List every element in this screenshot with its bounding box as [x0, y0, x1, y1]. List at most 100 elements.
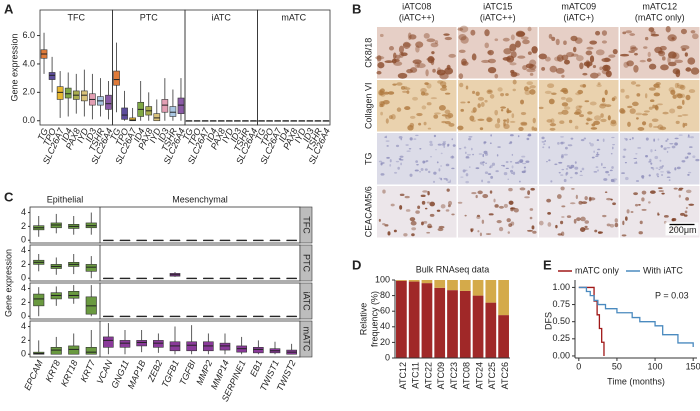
tissue-texture: [529, 208, 534, 211]
column-label: mATC09: [561, 1, 596, 11]
tissue-texture: [574, 171, 578, 175]
y-axis-label: frequency (%): [369, 291, 379, 347]
tissue-texture: [561, 154, 564, 158]
x-tick-label: ATC08: [462, 362, 472, 389]
tissue-texture: [523, 169, 527, 173]
tissue-texture: [620, 88, 625, 93]
tissue-texture: [517, 135, 520, 138]
tissue-texture: [413, 138, 417, 140]
tissue-texture: [510, 221, 515, 226]
box: [136, 340, 147, 347]
tissue-texture: [541, 67, 546, 71]
tissue-texture: [430, 156, 432, 158]
tissue-texture: [433, 114, 439, 119]
survival-curve: [578, 286, 605, 356]
x-tick-label: KRT8: [43, 359, 62, 384]
tissue-texture: [392, 83, 397, 86]
facet-frame: [29, 282, 301, 320]
tissue-texture: [477, 103, 481, 108]
tissue-texture: [668, 87, 675, 93]
tissue-texture: [622, 220, 625, 226]
tissue-texture: [653, 83, 660, 88]
tissue-texture: [548, 98, 555, 105]
tissue-texture: [529, 72, 534, 76]
tissue-texture: [431, 51, 435, 55]
tissue-texture: [663, 147, 667, 151]
tissue-texture: [595, 166, 599, 168]
tissue-texture: [561, 87, 568, 93]
tissue-texture: [541, 141, 545, 143]
y-tick-label: 2: [21, 221, 26, 231]
tissue-texture: [398, 45, 405, 54]
x-tick-label: TG: [36, 127, 50, 143]
tissue-texture: [560, 96, 566, 100]
tissue-texture: [467, 101, 471, 104]
tissue-texture: [624, 161, 627, 164]
tissue-texture: [683, 214, 688, 217]
tissue-texture: [547, 83, 555, 89]
tissue-texture: [549, 65, 558, 73]
tissue-texture: [477, 190, 483, 195]
tissue-texture: [563, 106, 571, 110]
tissue-texture: [660, 64, 669, 71]
tissue-texture: [443, 33, 450, 36]
tissue-texture: [531, 126, 535, 131]
tissue-texture: [387, 91, 395, 95]
tissue-texture: [569, 202, 576, 205]
legend-label: With iATC: [643, 265, 683, 275]
micrograph: [539, 186, 619, 238]
tissue-texture: [500, 109, 504, 112]
tissue-texture: [566, 51, 575, 58]
tissue-texture: [520, 121, 528, 125]
tissue-texture: [585, 50, 593, 56]
bar-segment: [472, 295, 484, 358]
tissue-texture: [400, 159, 404, 161]
tissue-texture: [570, 137, 574, 140]
tissue-texture: [602, 214, 607, 218]
tissue-texture: [590, 72, 599, 79]
tissue-texture: [444, 92, 451, 95]
tissue-texture: [561, 109, 569, 115]
tissue-texture: [429, 201, 436, 207]
tissue-texture: [661, 56, 666, 61]
tissue-texture: [653, 138, 656, 142]
tissue-texture: [518, 126, 524, 132]
tissue-texture: [438, 225, 445, 229]
tissue-texture: [507, 178, 509, 180]
tissue-texture: [412, 96, 418, 101]
tissue-texture: [435, 149, 437, 151]
tissue-texture: [426, 201, 430, 204]
tissue-texture: [685, 189, 692, 194]
tissue-texture: [409, 217, 416, 222]
tissue-texture: [614, 222, 619, 228]
tissue-texture: [522, 162, 527, 165]
tissue-texture: [563, 153, 568, 156]
tissue-texture: [625, 216, 628, 221]
tissue-texture: [668, 179, 671, 182]
tissue-texture: [560, 136, 564, 138]
y-tick-label: 4: [21, 283, 26, 293]
tissue-texture: [406, 68, 413, 74]
tissue-texture: [685, 206, 688, 209]
bar-segment: [447, 280, 458, 291]
tissue-texture: [482, 163, 485, 167]
tissue-texture: [500, 106, 507, 109]
tissue-texture: [434, 40, 439, 44]
box: [68, 291, 80, 299]
tissue-texture: [595, 153, 600, 156]
tissue-texture: [433, 180, 435, 183]
tissue-texture: [628, 50, 635, 54]
tissue-texture: [382, 222, 386, 226]
tissue-texture: [502, 57, 512, 61]
tissue-texture: [426, 38, 436, 43]
tissue-texture: [544, 139, 546, 142]
tissue-texture: [564, 146, 568, 150]
tissue-texture: [680, 28, 687, 35]
tissue-texture: [486, 89, 493, 95]
x-tick-label: ATC24: [474, 362, 484, 389]
bar-segment: [498, 280, 509, 316]
tissue-texture: [555, 67, 565, 74]
tissue-texture: [587, 111, 593, 115]
tissue-texture: [675, 120, 680, 125]
